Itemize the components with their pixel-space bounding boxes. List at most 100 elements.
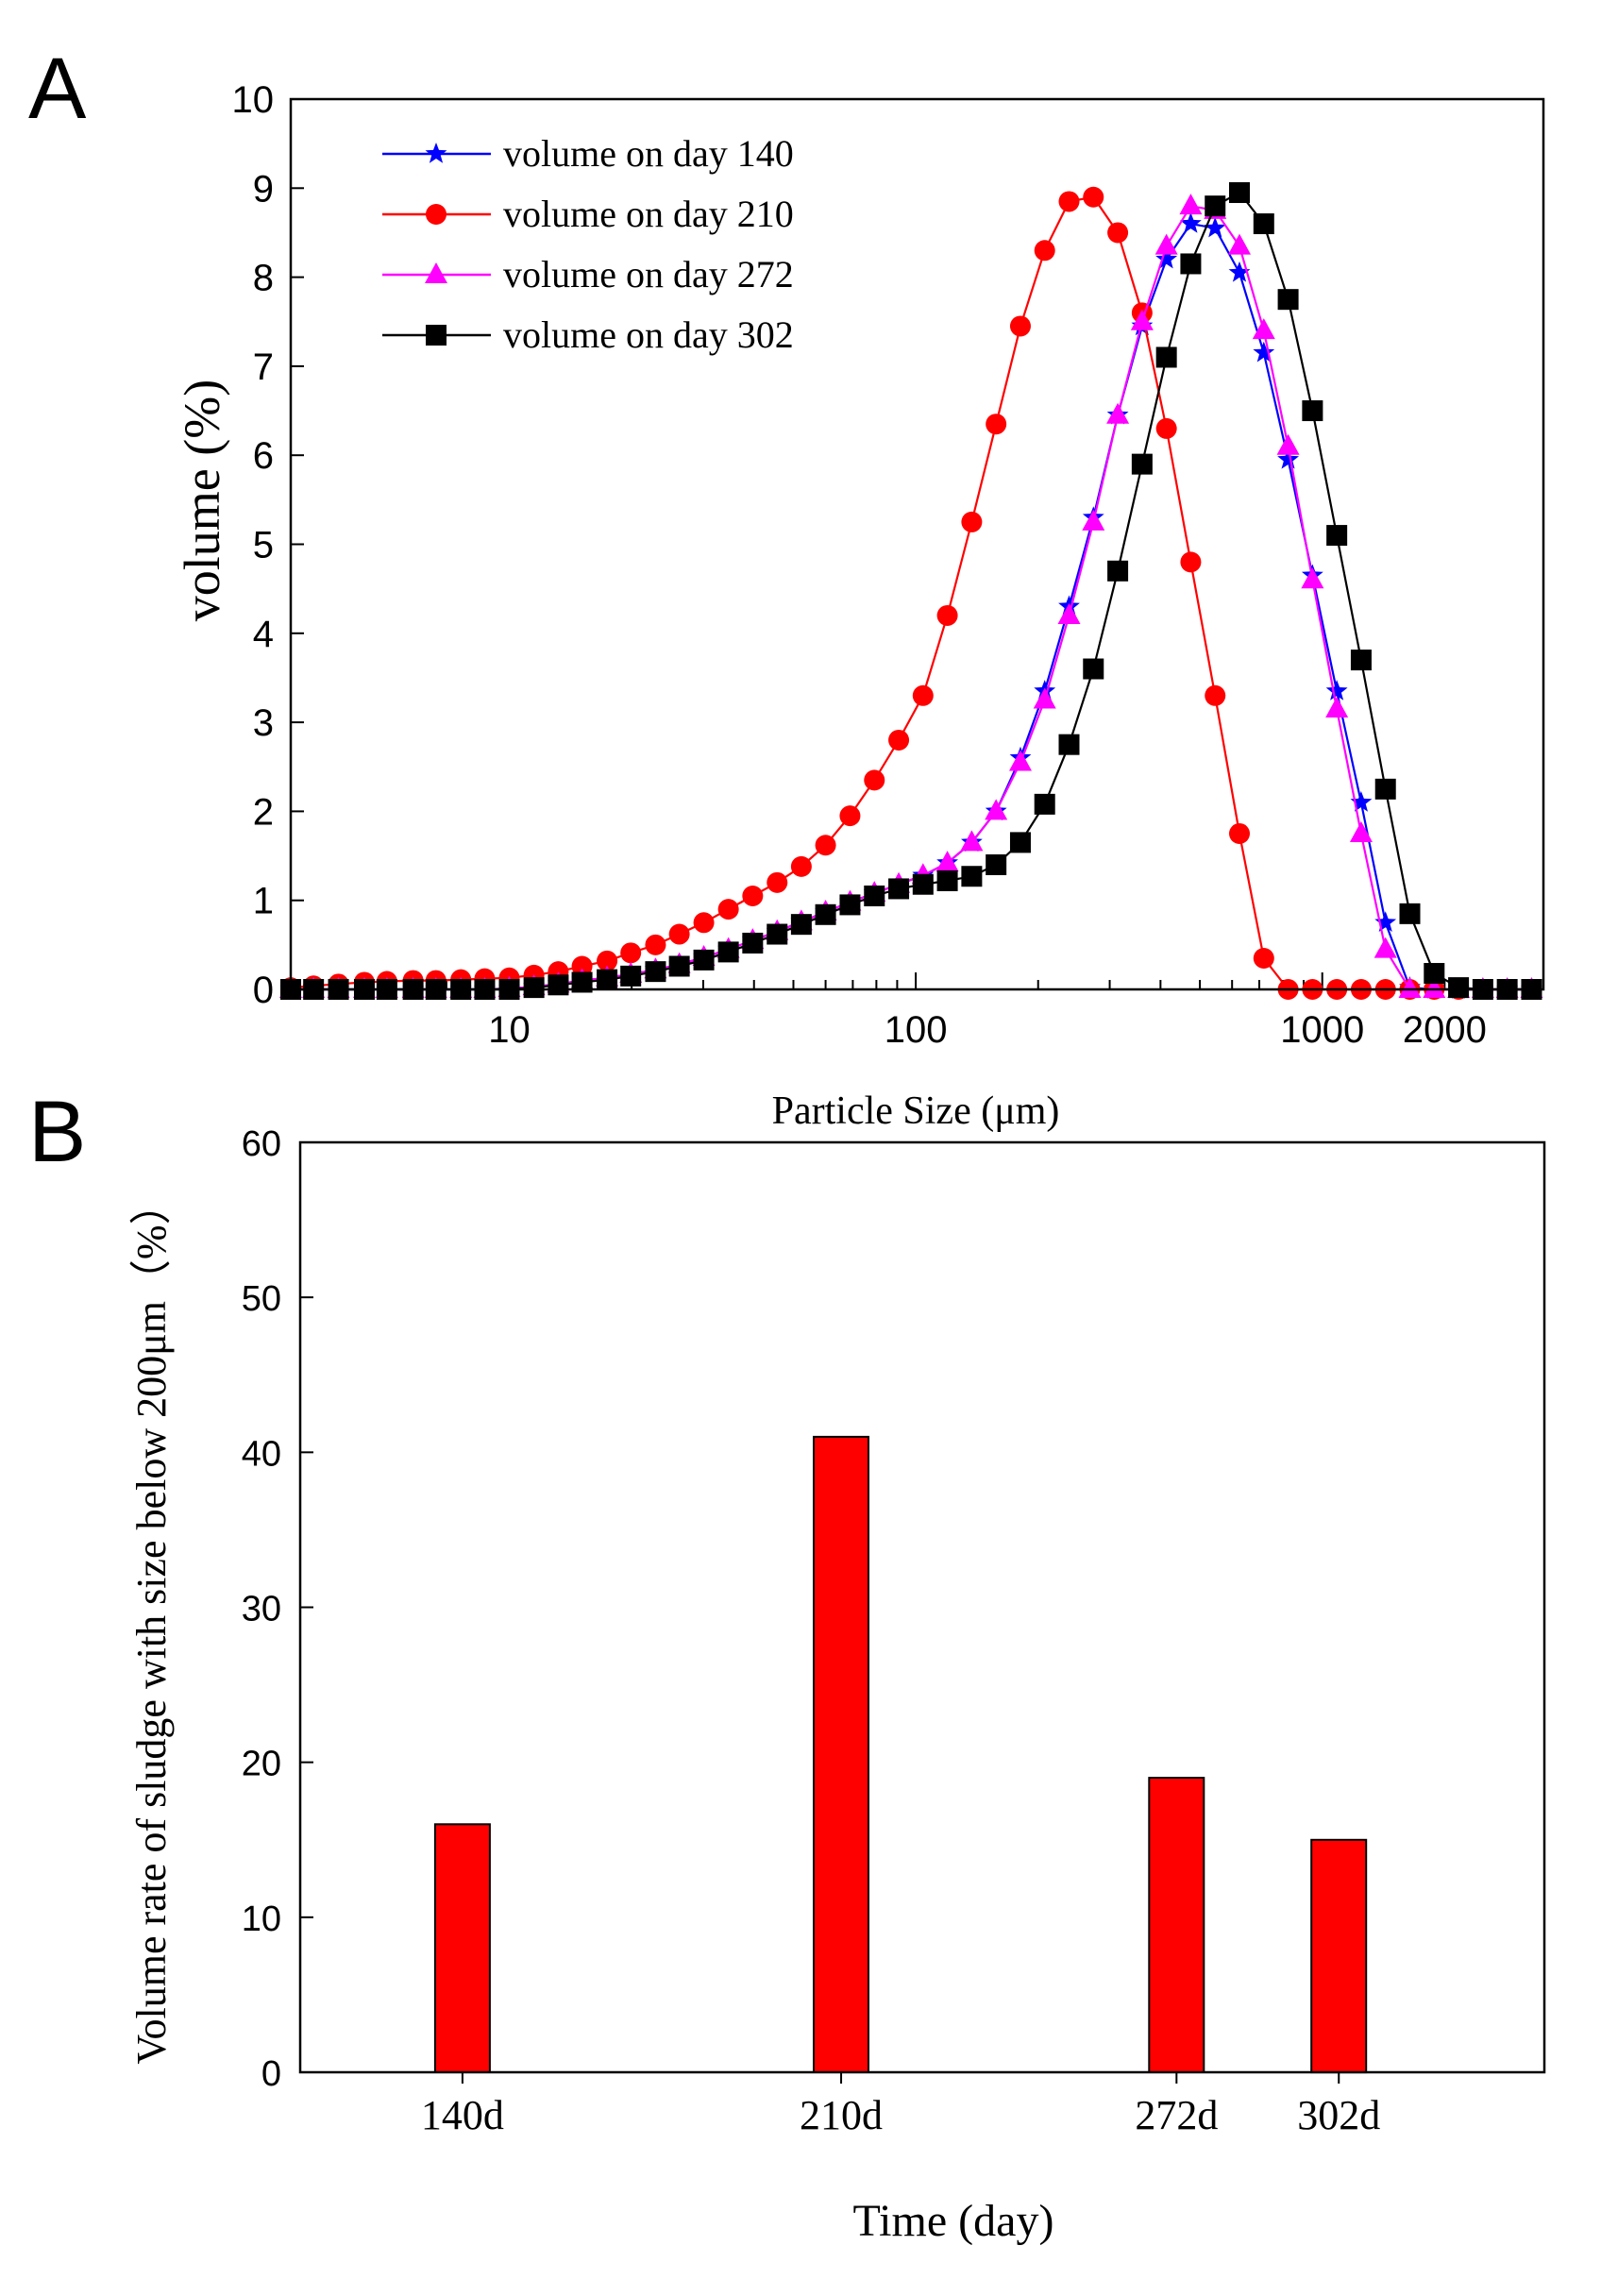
- chart-b-x-axis-label: Time (day): [853, 2196, 1054, 2246]
- data-point-volume-on-day-140: [1325, 680, 1348, 701]
- data-point-volume-on-day-210: [1009, 315, 1031, 337]
- data-point-volume-on-day-302: [1448, 977, 1470, 999]
- legend-item-volume-on-day-210: volume on day 210: [382, 193, 794, 235]
- data-point-volume-on-day-210: [888, 729, 910, 751]
- data-point-volume-on-day-302: [742, 932, 764, 954]
- chart-b-y-axis-label: Volume rate of sludge with size below 20…: [128, 1183, 175, 2064]
- chart-b-x-tick-label: 272d: [1135, 2092, 1218, 2138]
- data-point-volume-on-day-210: [597, 950, 618, 971]
- data-point-volume-on-day-210: [986, 414, 1007, 435]
- data-point-volume-on-day-210: [1034, 240, 1055, 262]
- chart-b-y-tick-label: 60: [242, 1124, 281, 1164]
- chart-b-y-tick-label: 30: [242, 1590, 281, 1629]
- data-point-volume-on-day-302: [1107, 560, 1129, 582]
- chart-b-x-tick-label: 302d: [1297, 2092, 1380, 2138]
- data-point-volume-on-day-302: [1205, 195, 1226, 217]
- data-point-volume-on-day-302: [790, 914, 812, 936]
- data-point-volume-on-day-210: [1083, 186, 1104, 208]
- chart-a-y-tick-label: 8: [253, 258, 274, 299]
- data-point-volume-on-day-210: [790, 855, 812, 877]
- data-point-volume-on-day-272: [1349, 820, 1373, 842]
- data-point-volume-on-day-210: [1229, 822, 1251, 844]
- data-point-volume-on-day-272: [935, 851, 959, 872]
- data-point-volume-on-day-210: [1155, 417, 1177, 439]
- data-point-volume-on-day-302: [548, 974, 569, 996]
- data-point-volume-on-day-272: [1154, 233, 1178, 255]
- chart-a-x-tick-label: 1000: [1280, 1009, 1364, 1051]
- chart-a-y-tick-label: 3: [253, 702, 274, 744]
- data-point-volume-on-day-302: [717, 941, 739, 963]
- bar-302d: [1310, 1838, 1368, 2074]
- chart-b-plot-frame: [298, 1140, 1546, 2074]
- data-point-volume-on-day-302: [912, 873, 934, 895]
- data-point-volume-on-day-302: [1180, 253, 1202, 275]
- chart-b-y-tick-label: 20: [242, 1745, 281, 1784]
- chart-b-y-tick-label: 0: [261, 2054, 281, 2094]
- data-point-volume-on-day-302: [693, 949, 715, 971]
- chart-a-x-axis-label: Particle Size (μm): [772, 1089, 1060, 1133]
- chart-b-y-tick-label: 50: [242, 1279, 281, 1319]
- chart-a-legend: volume on day 140 volume on day 210 volume…: [382, 132, 794, 356]
- data-point-volume-on-day-272: [1423, 977, 1446, 998]
- data-point-volume-on-day-210: [1058, 191, 1080, 212]
- data-point-volume-on-day-302: [571, 971, 593, 993]
- chart-a-y-tick-label: 10: [232, 79, 275, 121]
- data-point-volume-on-day-210: [936, 604, 958, 626]
- data-point-volume-on-day-302: [668, 955, 690, 977]
- series-volume-on-day-272: [279, 194, 1543, 998]
- data-point-volume-on-day-302: [597, 969, 618, 990]
- legend-marker-volume-on-day-140: [425, 143, 447, 163]
- chart-a-y-axis-label: volume (%): [174, 380, 230, 621]
- data-point-volume-on-day-140: [1277, 447, 1299, 469]
- data-point-volume-on-day-210: [961, 511, 983, 532]
- data-point-volume-on-day-302: [1058, 734, 1080, 755]
- data-point-volume-on-day-302: [1399, 903, 1421, 924]
- chart-a-plot-frame: [289, 97, 1545, 991]
- legend-label: volume on day 302: [503, 313, 794, 356]
- data-point-volume-on-day-272: [1130, 309, 1154, 330]
- data-point-volume-on-day-302: [1277, 289, 1299, 311]
- bar-272d: [1148, 1777, 1205, 2073]
- data-point-volume-on-day-210: [767, 871, 788, 893]
- legend-marker-volume-on-day-302: [426, 325, 447, 346]
- data-point-volume-on-day-140: [1155, 247, 1178, 269]
- data-point-volume-on-day-302: [888, 878, 910, 900]
- chart-a-y-tick-label: 9: [253, 168, 274, 210]
- chart-b-x-tick-label: 210d: [800, 2092, 883, 2138]
- series-line-volume-on-day-302: [291, 191, 1532, 991]
- data-point-volume-on-day-302: [1424, 963, 1445, 985]
- data-point-volume-on-day-210: [717, 899, 739, 920]
- data-point-volume-on-day-302: [620, 965, 642, 987]
- data-point-volume-on-day-210: [864, 769, 885, 791]
- data-point-volume-on-day-210: [1205, 684, 1226, 706]
- data-point-volume-on-day-210: [668, 923, 690, 945]
- data-point-volume-on-day-210: [742, 885, 764, 906]
- bar-140d: [433, 1823, 491, 2074]
- panel-b-letter: B: [28, 1084, 86, 1180]
- data-point-volume-on-day-302: [864, 885, 885, 906]
- data-point-volume-on-day-272: [1301, 567, 1324, 589]
- data-point-volume-on-day-210: [912, 684, 934, 706]
- data-point-volume-on-day-210: [620, 942, 642, 964]
- chart-a-y-tick-label: 0: [253, 970, 274, 1011]
- data-point-volume-on-day-302: [523, 977, 545, 999]
- chart-b-bars: [433, 1435, 1368, 2074]
- data-point-volume-on-day-272: [1033, 687, 1056, 709]
- data-point-volume-on-day-302: [1350, 650, 1372, 671]
- data-point-volume-on-day-272: [1325, 696, 1349, 718]
- chart-b: 0 10 20 30 40 50 60 140d 210d 272d 302d Time (day)…: [128, 1124, 1546, 2246]
- data-point-volume-on-day-210: [815, 835, 836, 856]
- chart-a: 0 1 2 3 4 5 6 7 8 9 10 10 100 1000 2000 volume on day …: [174, 79, 1545, 1133]
- data-point-volume-on-day-272: [1228, 233, 1252, 255]
- data-point-volume-on-day-302: [1034, 793, 1055, 815]
- data-point-volume-on-day-210: [1253, 947, 1274, 969]
- data-point-volume-on-day-302: [645, 961, 666, 983]
- data-point-volume-on-day-140: [1228, 261, 1251, 282]
- chart-a-y-tick-label: 1: [253, 881, 274, 922]
- data-point-volume-on-day-272: [1057, 602, 1081, 624]
- legend-marker-volume-on-day-210: [426, 204, 447, 225]
- data-point-volume-on-day-272: [1252, 318, 1275, 340]
- series-line-volume-on-day-272: [291, 204, 1532, 991]
- legend-item-volume-on-day-272: volume on day 272: [382, 253, 794, 295]
